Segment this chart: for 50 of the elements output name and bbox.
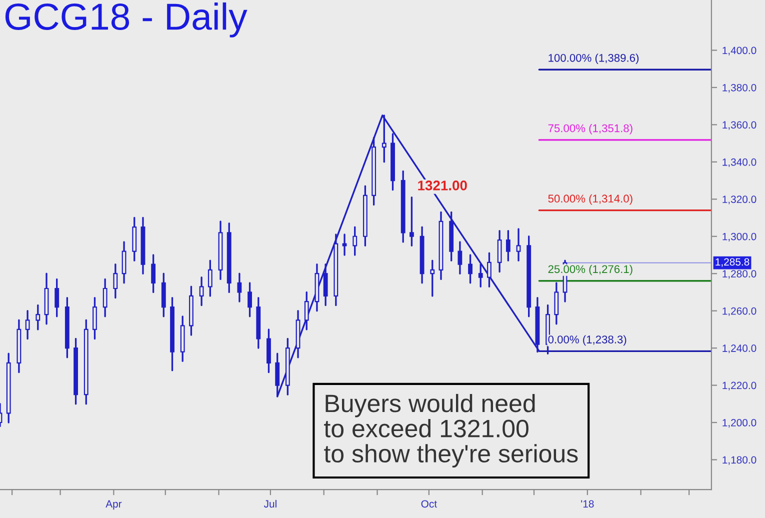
chart-title: GCG18 - Daily: [5, 2, 248, 38]
candlestick: [430, 260, 435, 297]
candlestick: [237, 272, 242, 302]
y-tick-label: 1,400.0: [722, 46, 756, 56]
ref-line-label: 50.00% (1,314.0): [548, 194, 632, 205]
candlestick: [208, 260, 212, 297]
ref-line-label: 100.00% (1,389.6): [548, 54, 639, 64]
candlestick: [122, 241, 126, 284]
candlestick: [506, 230, 510, 262]
y-tick-label: 1,340.0: [722, 158, 756, 168]
x-tick-label: '18: [581, 500, 594, 508]
candlestick: [323, 263, 328, 306]
y-tick-label: 1,280.0: [722, 270, 756, 279]
candlestick: [468, 254, 472, 284]
ref-line-label: 25.00% (1,276.1): [548, 264, 632, 276]
x-tick-label: Oct: [421, 500, 437, 508]
candlestick: [36, 304, 40, 330]
y-tick-label: 1,220.0: [722, 382, 756, 390]
candlestick: [102, 278, 108, 318]
candlestick: [410, 196, 414, 247]
candlestick: [54, 278, 60, 318]
y-tick-label: 1,360.0: [722, 121, 756, 130]
candlestick: [25, 310, 30, 340]
x-tick-label: Apr: [106, 500, 122, 510]
candlestick: [92, 296, 97, 340]
y-tick-label: 1,240.0: [722, 344, 756, 354]
annotation: 1321.00: [418, 180, 467, 190]
candlestick: [248, 282, 252, 318]
annotation: 1,285.8: [716, 258, 750, 267]
x-tick-label: Jul: [264, 500, 276, 508]
y-tick-label: 1,320.0: [722, 196, 756, 204]
y-tick-label: 1,260.0: [722, 307, 756, 316]
ref-line-label: 75.00% (1,351.8): [548, 124, 632, 134]
y-tick-label: 1,300.0: [722, 232, 756, 242]
candlestick: [352, 226, 358, 256]
annotation: Buyers would need to exceed 1321.00 to show they're serious: [324, 394, 578, 468]
candlestick: [113, 263, 118, 299]
candlestick: [304, 291, 309, 330]
candlestick: [458, 241, 462, 274]
candlestick: [199, 276, 204, 306]
candlestick: [478, 263, 483, 288]
ref-line-label: 0.00% (1,238.3): [548, 335, 626, 346]
y-tick-label: 1,180.0: [722, 456, 756, 465]
candlestick: [151, 254, 156, 294]
y-tick-label: 1,380.0: [722, 84, 756, 93]
candlestick: [497, 230, 502, 273]
candlestick: [487, 252, 492, 288]
candlestick: [516, 228, 521, 262]
candlestick: [554, 282, 559, 325]
y-tick-label: 1,200.0: [722, 419, 756, 428]
